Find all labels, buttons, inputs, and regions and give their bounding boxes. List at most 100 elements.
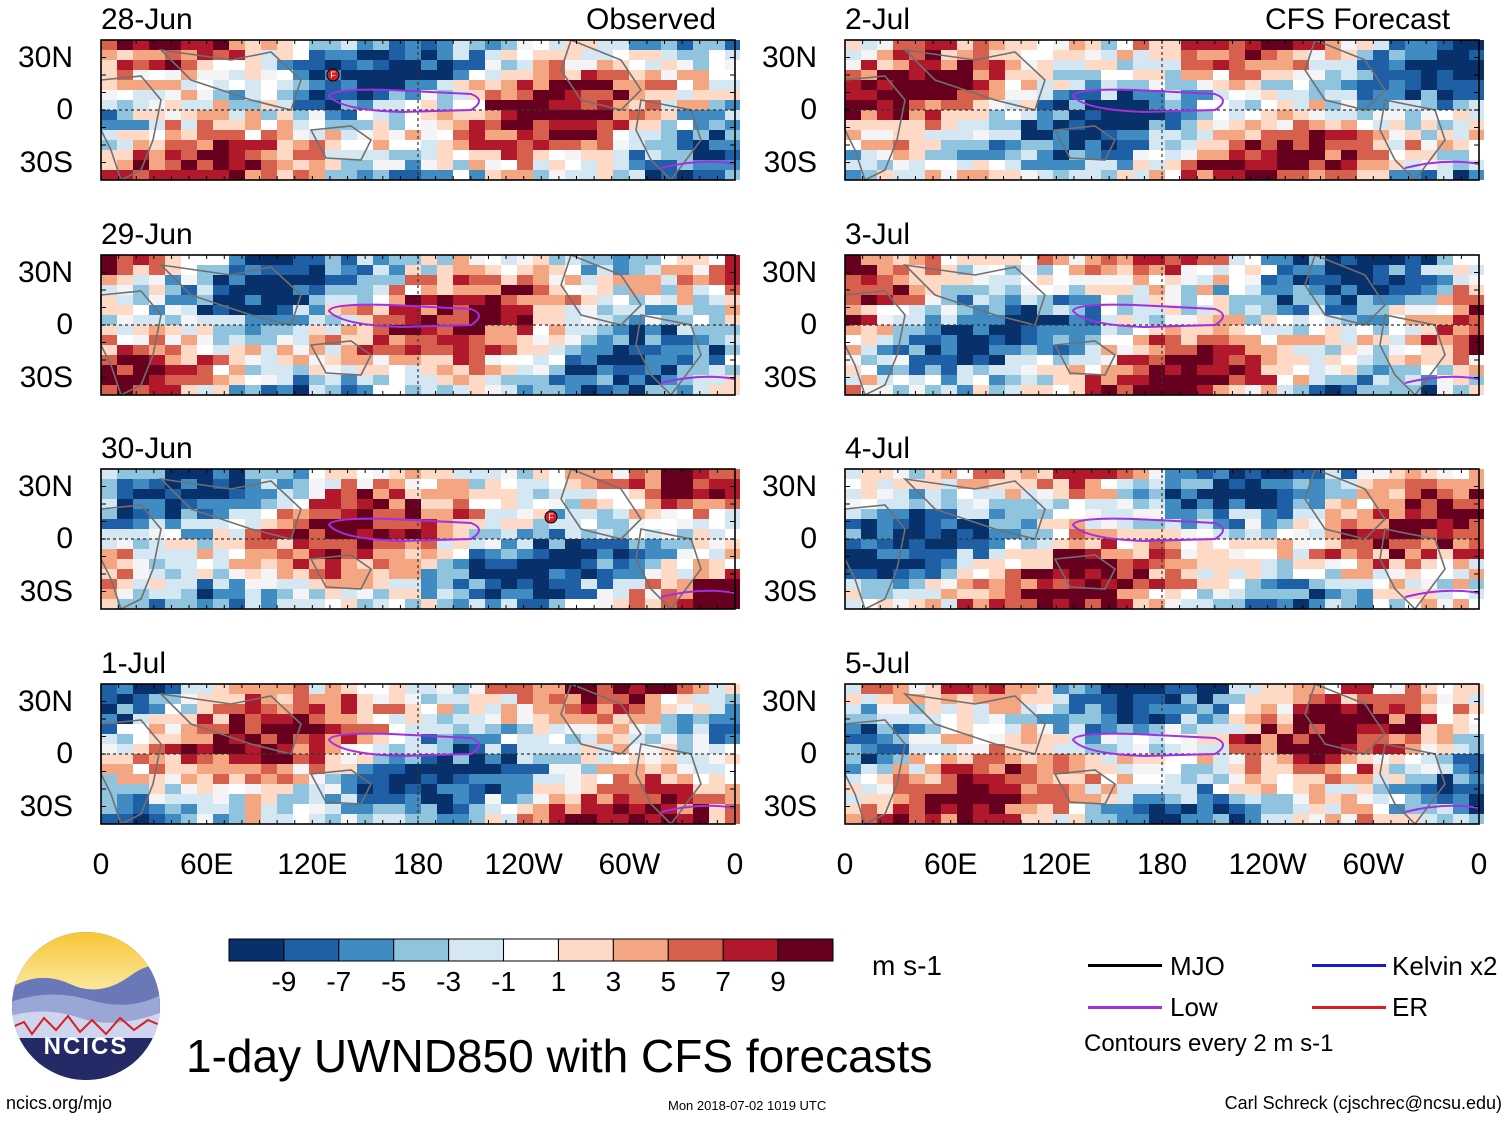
colorbar-swatch xyxy=(722,938,779,962)
colorbar-tick-label: -1 xyxy=(491,966,516,997)
legend-label-er: ER xyxy=(1392,992,1429,1022)
heatmap xyxy=(100,253,740,397)
legend-line-er xyxy=(1312,1006,1386,1009)
legend-line-low xyxy=(1088,1006,1162,1009)
panel-3-jul: 3-Jul 30N 0 30S xyxy=(745,215,1489,415)
heatmap xyxy=(844,682,1484,826)
x-tick-label: 0 xyxy=(1470,848,1488,881)
y-tick-label: 30S xyxy=(19,574,73,608)
y-tick-label: 30S xyxy=(763,789,817,823)
x-tick-label: 120W xyxy=(484,848,563,881)
y-tick-label: 0 xyxy=(800,93,817,126)
panel-date: 4-Jul xyxy=(845,432,911,465)
heatmap: F xyxy=(100,467,740,611)
ncics-logo-icon: NCICS xyxy=(12,932,160,1080)
x-tick-label: 0 xyxy=(726,848,744,881)
colorbar-tick-label: -5 xyxy=(381,966,407,997)
colorbar-swatch xyxy=(667,938,724,962)
y-tick-label: 30S xyxy=(19,789,73,823)
heatmap xyxy=(100,682,740,826)
y-tick-label: 30N xyxy=(761,255,817,289)
cyclone-marker-icon xyxy=(544,510,558,524)
panel-date: 29-Jun xyxy=(101,218,193,251)
y-tick-label: 30S xyxy=(19,145,73,179)
colorbar-swatch xyxy=(503,938,559,962)
y-tick-label: 0 xyxy=(800,737,817,770)
colorbar-tick-label: 5 xyxy=(660,966,677,997)
x-tick-label: 60E xyxy=(923,848,978,881)
y-tick-label: 0 xyxy=(56,308,73,341)
y-tick-label: 0 xyxy=(800,522,817,555)
panel-date: 2-Jul xyxy=(845,3,911,36)
x-tick-label: 60W xyxy=(598,848,661,881)
x-tick-label: 180 xyxy=(392,848,444,881)
x-tick-label: 120E xyxy=(1021,848,1092,881)
panel-4-jul: 4-Jul 30N 0 30S xyxy=(745,429,1489,629)
legend-line-mjo xyxy=(1088,964,1162,967)
x-tick-label: 0 xyxy=(92,848,110,881)
y-tick-label: 30N xyxy=(17,684,73,718)
legend-label-kelvin: Kelvin x2 xyxy=(1392,951,1498,981)
units-label: m s-1 xyxy=(872,950,942,981)
y-tick-label: 0 xyxy=(56,93,73,126)
y-tick-label: 30N xyxy=(17,469,73,503)
logo-text: NCICS xyxy=(44,1033,129,1060)
x-tick-label: 0 xyxy=(836,848,854,881)
chart-title: 1-day UWND850 with CFS forecasts xyxy=(186,1030,933,1082)
heatmap xyxy=(844,38,1484,182)
cyclone-marker-label: F xyxy=(330,70,336,80)
y-tick-label: 0 xyxy=(56,522,73,555)
colorbar-swatch xyxy=(557,938,614,962)
cyclone-marker-label: F xyxy=(548,512,554,522)
colorbar-tick-label: 3 xyxy=(605,966,622,997)
cyclone-marker-icon xyxy=(326,68,340,82)
colorbar-swatch xyxy=(228,938,285,962)
colorbar-tick-label: 7 xyxy=(715,966,731,997)
x-tick-label: 60E xyxy=(179,848,234,881)
colorbar-tick-label: -3 xyxy=(436,966,462,997)
panel-28-jun: 28-Jun 30N 0 30S F xyxy=(1,0,745,200)
contour-note: Contours every 2 m s-1 xyxy=(1084,1030,1334,1057)
y-tick-label: 30N xyxy=(17,255,73,289)
footer-timestamp: Mon 2018-07-02 1019 UTC xyxy=(668,1098,827,1113)
colorbar-swatch xyxy=(612,938,669,962)
heatmap xyxy=(844,467,1484,611)
colorbar-swatch xyxy=(777,938,834,962)
x-tick-label: 120W xyxy=(1228,848,1307,881)
colorbar-scale xyxy=(228,938,834,962)
colorbar-tick-label: 1 xyxy=(550,966,567,997)
y-tick-label: 30N xyxy=(761,40,817,74)
x-tick-label: 60W xyxy=(1342,848,1405,881)
panel-date: 28-Jun xyxy=(101,3,193,36)
x-tick-label: 180 xyxy=(1136,848,1188,881)
colorbar-swatch xyxy=(393,938,450,962)
panel-date: 30-Jun xyxy=(101,432,193,465)
panel-date: 5-Jul xyxy=(845,647,911,680)
forecast-header: CFS Forecast xyxy=(1265,3,1451,36)
x-tick-label: 120E xyxy=(277,848,348,881)
panel-1-jul: 1-Jul 30N 0 30S 0 60E 120E 180 120W 60W 0 xyxy=(1,644,745,904)
y-tick-label: 30S xyxy=(19,360,73,394)
panel-date: 3-Jul xyxy=(845,218,911,251)
legend-line-kelvin xyxy=(1312,964,1386,967)
colorbar-swatch xyxy=(283,938,340,962)
colorbar-tick-label: 9 xyxy=(770,966,786,997)
y-tick-label: 30S xyxy=(763,360,817,394)
heatmap: F xyxy=(100,38,740,182)
y-tick-label: 30N xyxy=(761,469,817,503)
y-tick-label: 30N xyxy=(761,684,817,718)
colorbar-tick-label: -9 xyxy=(271,966,297,997)
footer-credit: Carl Schreck (cjschrec@ncsu.edu) xyxy=(1224,1093,1502,1113)
legend-label-low: Low xyxy=(1170,992,1218,1022)
panel-5-jul: 5-Jul 30N 0 30S 0 60E 120E 180 120W 60W 0 xyxy=(745,644,1489,904)
footer-link[interactable]: ncics.org/mjo xyxy=(6,1093,113,1113)
y-tick-label: 30S xyxy=(763,145,817,179)
y-tick-label: 0 xyxy=(800,308,817,341)
panel-date: 1-Jul xyxy=(101,647,167,680)
panel-2-jul: 2-Jul 30N 0 30S xyxy=(745,0,1489,200)
ncics-logo: NCICS xyxy=(10,930,162,1087)
observed-header: Observed xyxy=(586,3,717,36)
y-tick-label: 30N xyxy=(17,40,73,74)
colorbar-swatch xyxy=(338,938,395,962)
panel-30-jun: 30-Jun 30N 0 30S F xyxy=(1,429,745,629)
